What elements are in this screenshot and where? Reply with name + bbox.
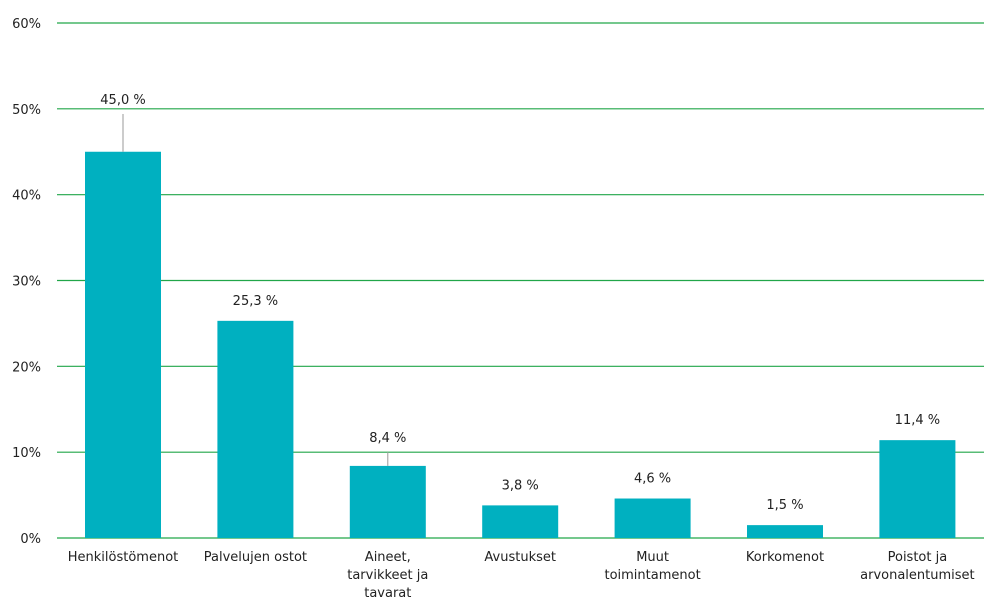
data-label: 8,4 % [369,431,406,446]
category-label: Poistot ja [888,550,948,565]
category-label: Korkomenot [746,550,824,565]
y-tick-label: 40% [12,189,41,204]
category-label: Palvelujen ostot [204,550,307,565]
category-label: Muut [636,550,669,565]
category-label: Aineet, [365,550,411,565]
y-tick-label: 60% [12,17,41,32]
bar [85,151,161,538]
bar [217,320,294,538]
bar [879,440,956,538]
category-label: arvonalentumiset [860,568,975,583]
y-tick-label: 20% [12,360,41,375]
y-tick-label: 0% [20,532,41,547]
category-label: tarvikkeet ja [347,568,428,583]
category-labels: Henkilöstömenot Palvelujen ostot Aineet, ta… [68,550,975,601]
gridlines [57,22,984,539]
category-label: Henkilöstömenot [68,550,179,565]
y-tick-label: 50% [12,103,41,118]
y-axis-ticks: 0% 10% 20% 30% 40% 50% 60% [12,17,41,547]
data-labels: 45,0 % 25,3 % 8,4 % 3,8 % 4,6 % 1,5 % 11,4 % [100,93,940,513]
category-label: Avustukset [484,550,556,565]
data-label: 11,4 % [895,413,940,428]
bars [85,151,956,538]
y-tick-label: 30% [12,275,41,290]
data-label: 3,8 % [502,478,539,493]
data-label: 1,5 % [766,498,803,513]
category-label: tavarat [364,586,411,601]
data-label: 45,0 % [100,93,145,108]
data-label: 4,6 % [634,472,671,487]
leader-lines [122,114,389,466]
bar [349,465,426,538]
bar [482,505,559,538]
bar [747,525,823,538]
bar [614,498,691,538]
category-label: toimintamenot [604,568,700,583]
data-label: 25,3 % [233,294,278,309]
y-tick-label: 10% [12,446,41,461]
